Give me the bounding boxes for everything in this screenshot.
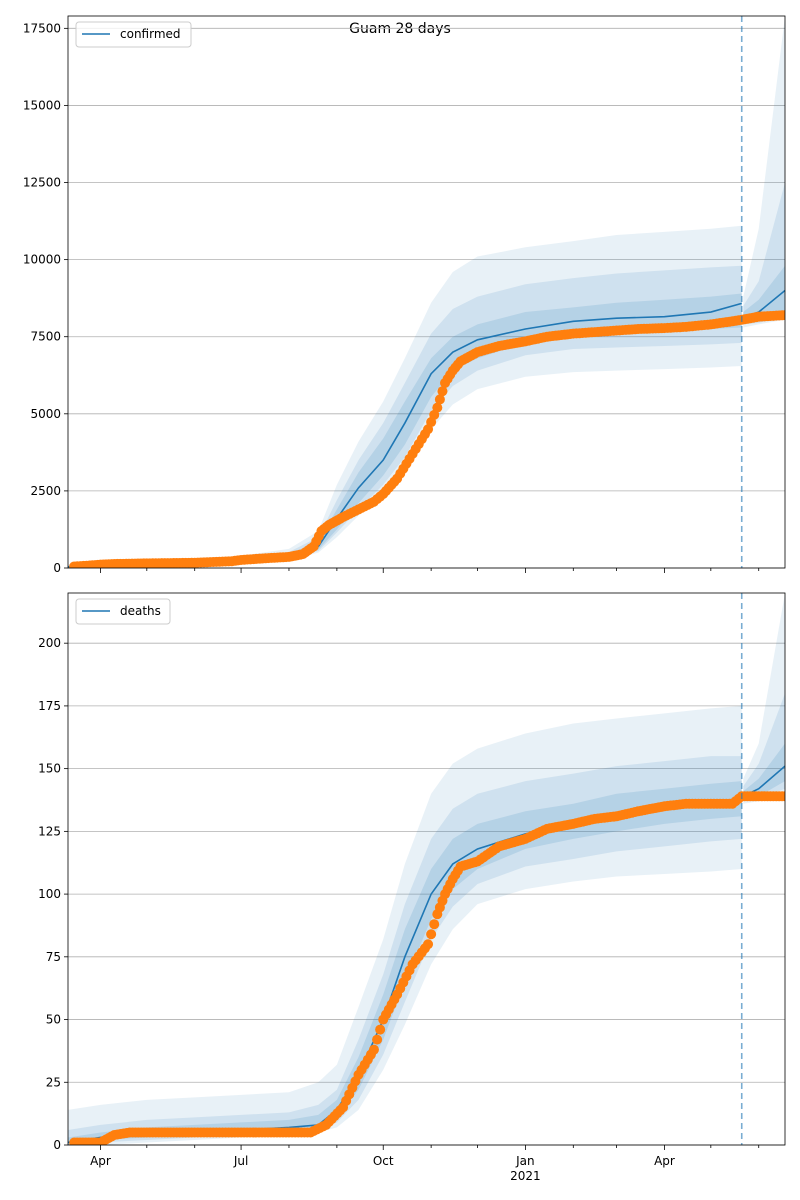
y-tick-label: 125 — [38, 824, 61, 838]
observed-point — [375, 1024, 386, 1035]
band-outer — [743, 593, 785, 804]
observed-point — [780, 310, 785, 321]
band-middle — [68, 756, 742, 1145]
band-outer — [743, 16, 785, 328]
observed-point — [423, 939, 434, 950]
y-tick-label: 150 — [38, 762, 61, 776]
observed-point — [437, 386, 448, 397]
band-inner — [743, 743, 785, 799]
band-outer — [68, 705, 742, 1145]
band-outer — [68, 225, 742, 568]
y-tick-label: 5000 — [30, 407, 61, 421]
y-tick-label: 50 — [46, 1013, 61, 1027]
legend-box — [75, 21, 192, 48]
y-tick-label: 25 — [46, 1075, 61, 1089]
observed-point — [426, 929, 437, 940]
observed-point — [372, 1034, 383, 1045]
y-tick-label: 175 — [38, 699, 61, 713]
observed-point — [434, 394, 445, 405]
legend-label: confirmed — [120, 27, 181, 41]
band-inner — [743, 265, 785, 322]
y-tick-label: 2500 — [30, 484, 61, 498]
x-tick-label: Jan — [515, 1154, 535, 1168]
legend: confirmed — [75, 21, 192, 48]
confirmed-panel: 0 2500 5000 7500 10000 12500 15000 17500 confirm… — [23, 15, 786, 575]
y-tick-label: 0 — [53, 561, 61, 575]
plot-area — [68, 593, 785, 1145]
y-tick-label: 12500 — [23, 176, 61, 190]
y-tick-label: 200 — [38, 636, 61, 650]
band-inner — [68, 781, 742, 1145]
y-tick-label: 15000 — [23, 98, 61, 112]
observed-point — [368, 1044, 379, 1055]
x-tick-label: Oct — [373, 1154, 394, 1168]
figure-title: Guam 28 days — [349, 21, 451, 37]
y-tick-label: 10000 — [23, 253, 61, 267]
axes-frame — [67, 592, 786, 1146]
legend-label: deaths — [120, 604, 161, 618]
band-middle — [743, 182, 785, 325]
x-tick-label: Apr — [90, 1154, 111, 1168]
x-tick-label: Apr — [654, 1154, 675, 1168]
x-tick-sublabel: 2021 — [510, 1169, 541, 1183]
plot-area — [68, 16, 785, 568]
band-inner — [68, 293, 742, 568]
legend: deaths — [75, 598, 171, 625]
axes-frame — [67, 15, 786, 569]
observed-point — [780, 791, 785, 802]
observed-point — [429, 919, 440, 930]
y-tick-label: 100 — [38, 887, 61, 901]
y-tick-label: 17500 — [23, 21, 61, 35]
observed-point — [432, 402, 443, 413]
y-tick-label: 0 — [53, 1138, 61, 1152]
band-middle — [68, 265, 742, 568]
legend-box — [75, 598, 171, 625]
y-tick-label: 7500 — [30, 330, 61, 344]
y-tick-label: 75 — [46, 950, 61, 964]
x-tick-label: Jul — [233, 1154, 248, 1168]
